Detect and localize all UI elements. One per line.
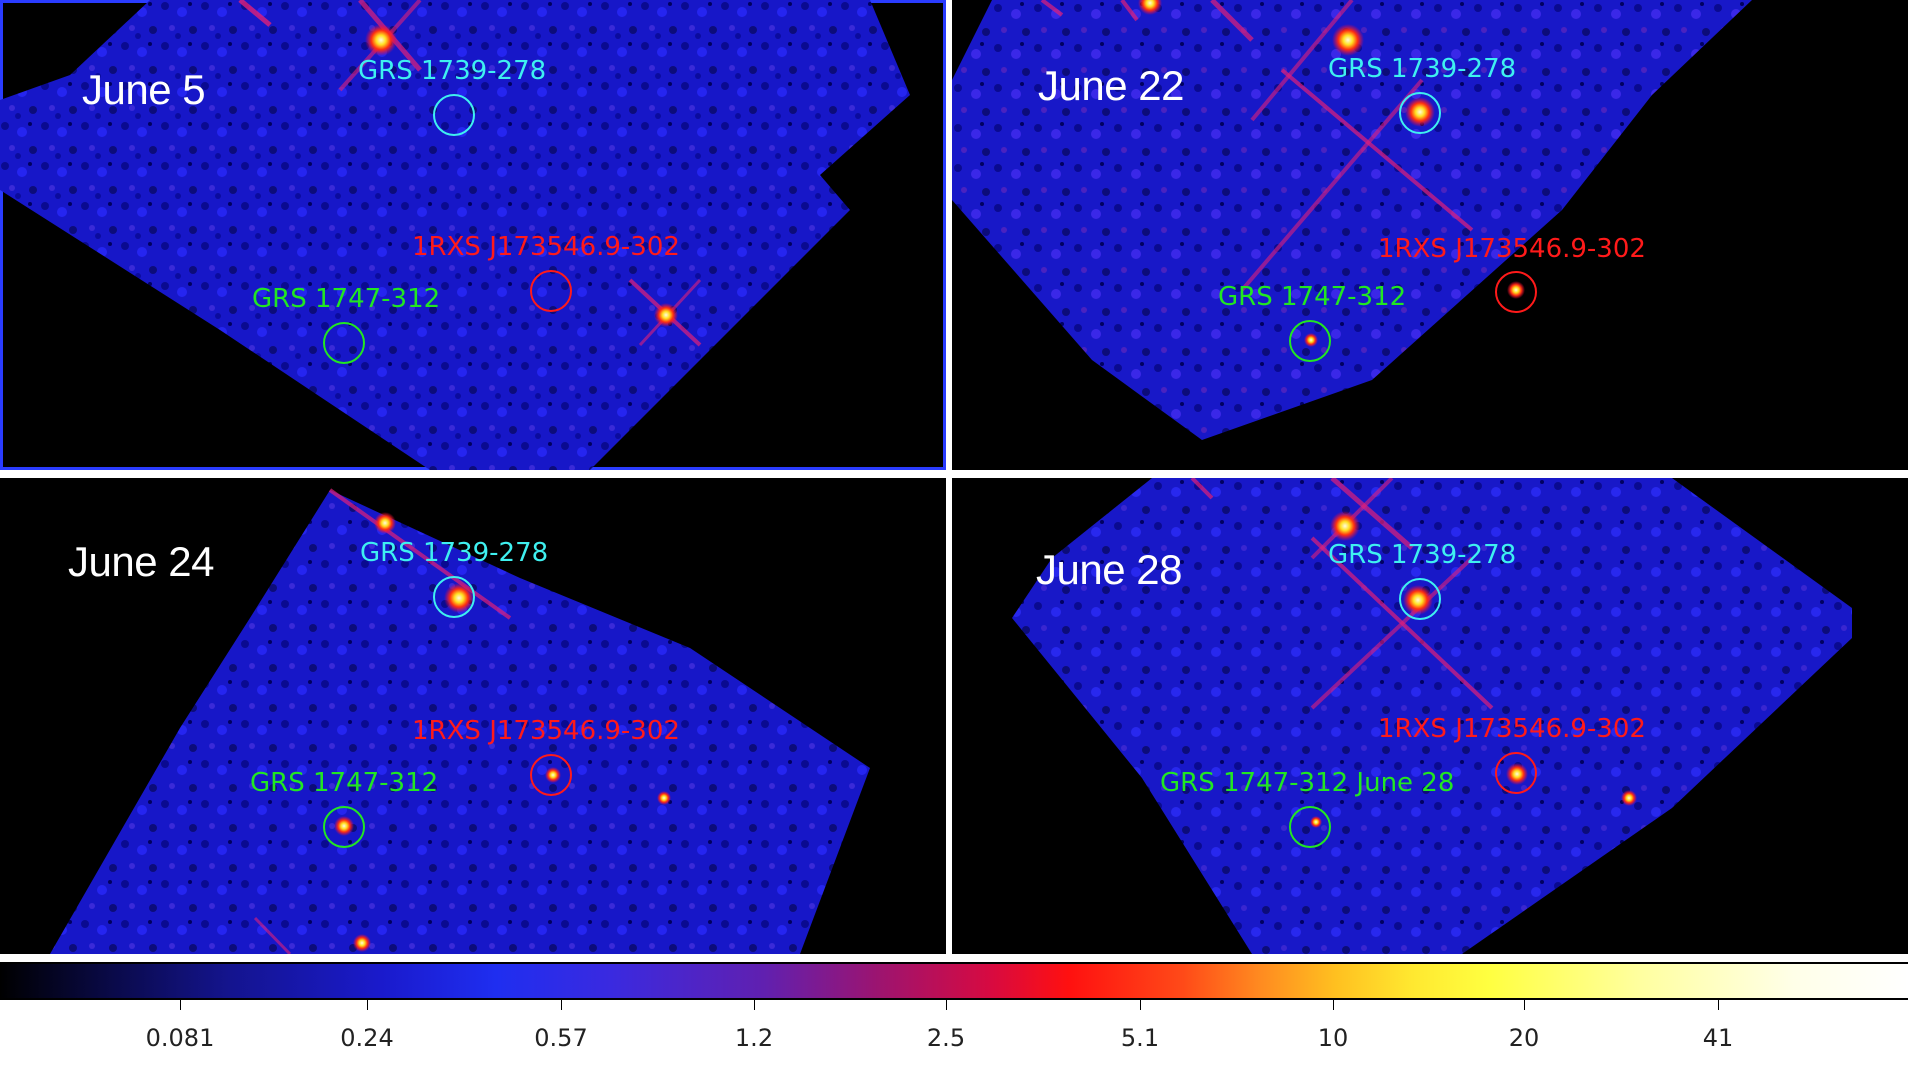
source-circle-grs-1739-278[interactable] xyxy=(433,576,475,618)
xray-field-image xyxy=(0,0,910,470)
colorbar-tick xyxy=(1333,1000,1334,1010)
label-grs-1747-312: GRS 1747-312 xyxy=(250,768,439,798)
panel-june-22[interactable]: June 22 GRS 1739-278 1RXS J173546.9-302 … xyxy=(952,0,1908,470)
source-circle-1rxs-j173546[interactable] xyxy=(530,754,572,796)
label-grs-1747-312: GRS 1747-312 June 28 xyxy=(1160,768,1455,798)
label-1rxs-j173546: 1RXS J173546.9-302 xyxy=(412,716,680,746)
colorbar-tick xyxy=(1718,1000,1719,1010)
colorbar: 0.081 0.24 0.57 1.2 2.5 5.1 10 20 41 xyxy=(0,958,1908,1068)
panel-june-28[interactable]: June 28 GRS 1739-278 1RXS J173546.9-302 … xyxy=(952,478,1908,954)
observation-date: June 28 xyxy=(1036,546,1182,593)
label-1rxs-j173546: 1RXS J173546.9-302 xyxy=(412,232,680,262)
colorbar-tick-label: 1.2 xyxy=(734,1024,774,1052)
colorbar-tick-label: 0.081 xyxy=(145,1024,215,1052)
panel-june-5[interactable]: June 5 GRS 1739-278 1RXS J173546.9-302 G… xyxy=(0,0,946,470)
label-grs-1739-278: GRS 1739-278 xyxy=(358,56,547,86)
colorbar-tick xyxy=(561,1000,562,1010)
source-circle-1rxs-j173546[interactable] xyxy=(1495,752,1537,794)
source-circle-grs-1747-312[interactable] xyxy=(1289,320,1331,362)
colorbar-tick-label: 20 xyxy=(1508,1024,1540,1052)
source-circle-grs-1747-312[interactable] xyxy=(323,322,365,364)
label-grs-1747-312: GRS 1747-312 xyxy=(252,284,441,314)
colorbar-tick-label: 5.1 xyxy=(1120,1024,1160,1052)
source-circle-grs-1739-278[interactable] xyxy=(1399,578,1441,620)
colorbar-tick xyxy=(180,1000,181,1010)
colorbar-tick xyxy=(367,1000,368,1010)
source-circle-1rxs-j173546[interactable] xyxy=(1495,271,1537,313)
colorbar-tick xyxy=(946,1000,947,1010)
observation-date: June 22 xyxy=(1038,62,1184,109)
colorbar-tick xyxy=(1524,1000,1525,1010)
label-grs-1739-278: GRS 1739-278 xyxy=(1328,540,1517,570)
label-grs-1739-278: GRS 1739-278 xyxy=(1328,54,1517,84)
source-circle-grs-1739-278[interactable] xyxy=(433,94,475,136)
label-1rxs-j173546: 1RXS J173546.9-302 xyxy=(1378,714,1646,744)
source-circle-grs-1747-312[interactable] xyxy=(1289,806,1331,848)
panel-june-24[interactable]: June 24 GRS 1739-278 1RXS J173546.9-302 … xyxy=(0,478,946,954)
observation-date: June 24 xyxy=(68,538,214,585)
label-1rxs-j173546: 1RXS J173546.9-302 xyxy=(1378,234,1646,264)
colorbar-tick-label: 0.24 xyxy=(340,1024,394,1052)
label-grs-1739-278: GRS 1739-278 xyxy=(360,538,549,568)
source-circle-grs-1739-278[interactable] xyxy=(1399,92,1441,134)
colorbar-tick-label: 41 xyxy=(1702,1024,1734,1052)
colorbar-tick-label: 0.57 xyxy=(534,1024,588,1052)
observation-date: June 5 xyxy=(82,66,206,113)
colorbar-tick xyxy=(754,1000,755,1010)
source-circle-1rxs-j173546[interactable] xyxy=(530,270,572,312)
colorbar-tick-label: 10 xyxy=(1317,1024,1349,1052)
colorbar-gradient xyxy=(0,962,1908,1000)
source-circle-grs-1747-312[interactable] xyxy=(323,806,365,848)
colorbar-tick xyxy=(1140,1000,1141,1010)
label-grs-1747-312: GRS 1747-312 xyxy=(1218,282,1407,312)
colorbar-tick-label: 2.5 xyxy=(926,1024,966,1052)
